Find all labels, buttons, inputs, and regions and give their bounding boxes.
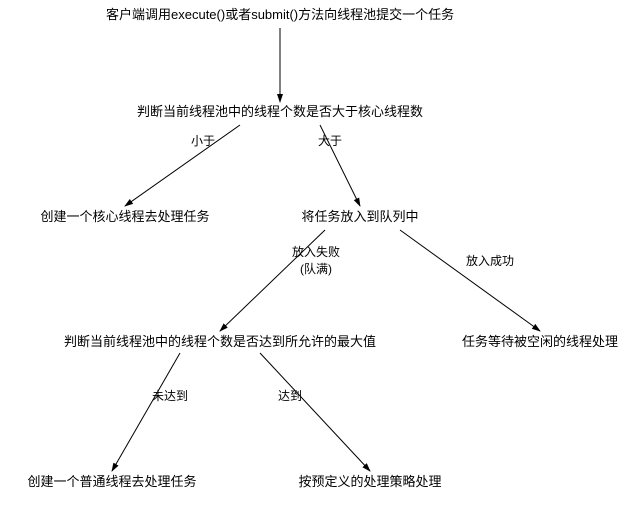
flow-edge	[125, 125, 240, 206]
flow-node: 按预定义的处理策略处理	[299, 471, 442, 490]
edge-label: 放入失败(队满)	[292, 243, 340, 277]
edge-label: 达到	[278, 387, 302, 404]
flow-node: 任务等待被空闲的线程处理	[462, 331, 618, 350]
edge-label: 未达到	[152, 387, 188, 404]
flow-node: 客户端调用execute()或者submit()方法向线程池提交一个任务	[106, 4, 454, 23]
flow-edge	[260, 353, 370, 471]
edge-label: 小于	[191, 132, 215, 149]
flow-edge	[400, 230, 540, 331]
flow-node: 创建一个普通线程去处理任务	[28, 471, 197, 490]
flow-edge	[112, 353, 180, 471]
edge-label: 大于	[318, 132, 342, 149]
edge-label: 放入成功	[466, 252, 514, 269]
flow-node: 将任务放入到队列中	[302, 206, 419, 225]
flow-node: 创建一个核心线程去处理任务	[41, 206, 210, 225]
flow-node: 判断当前线程池中的线程个数是否达到所允许的最大值	[64, 331, 376, 350]
flow-node: 判断当前线程池中的线程个数是否大于核心线程数	[137, 101, 423, 120]
